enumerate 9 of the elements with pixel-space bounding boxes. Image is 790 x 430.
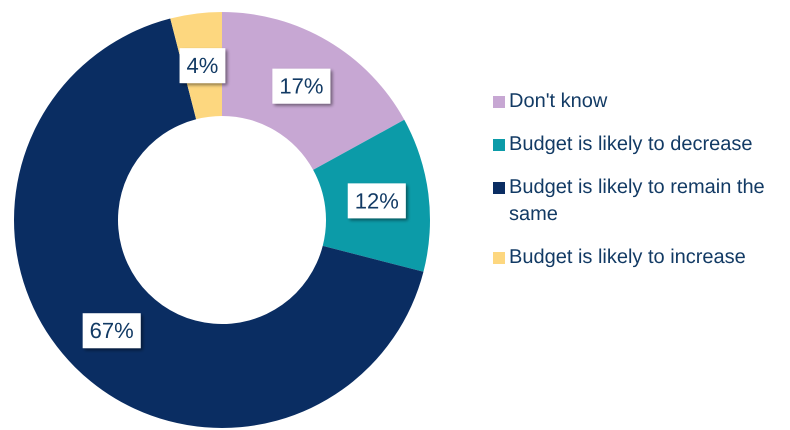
donut-slice (14, 18, 424, 428)
legend-label: Don't know (509, 89, 608, 114)
legend-label: Budget is likely to decrease (509, 132, 752, 157)
legend-label: Budget is likely to remain the same (509, 175, 766, 227)
data-label: 4% (186, 53, 218, 78)
data-label: 67% (90, 318, 134, 344)
data-label: 12% (354, 188, 399, 214)
legend-label: Budget is likely to increase (509, 245, 746, 270)
data-label: 17% (279, 74, 324, 99)
